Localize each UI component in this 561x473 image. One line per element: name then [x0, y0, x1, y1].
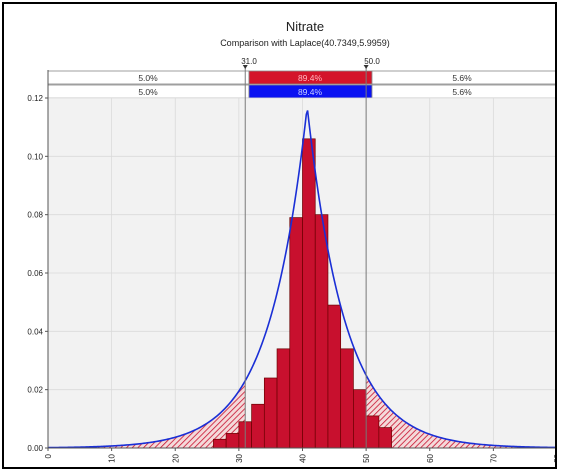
- y-tick-label: 0.04: [27, 327, 43, 336]
- upper-tail-hatch: [366, 375, 555, 448]
- histogram-chart: Nitrate Comparison with Laplace(40.7349,…: [27, 19, 555, 463]
- chart-title: Nitrate: [286, 19, 324, 34]
- histogram-bar: [353, 389, 367, 449]
- histogram-bar: [251, 403, 265, 449]
- lower-marker-label: 31.0: [241, 57, 257, 66]
- upper-marker-handle: [363, 65, 369, 69]
- histogram-bar: [225, 433, 240, 449]
- fitted-curve: [47, 110, 555, 449]
- lower-tail-hatch: [48, 380, 246, 448]
- probability-band-fit: 5.0% 89.4% 5.6%: [47, 84, 555, 99]
- x-axis-ticks: 0 10 20 30 40 50 60 70 80: [44, 448, 555, 463]
- x-tick-label: 30: [235, 453, 244, 462]
- band-input-right-cell: [371, 70, 555, 85]
- y-tick-label: 0.12: [27, 94, 43, 103]
- x-tick-label: 10: [108, 453, 117, 462]
- histogram-bar: [378, 427, 392, 449]
- histogram-bar: [213, 438, 227, 449]
- histogram-bar: [314, 214, 329, 449]
- x-tick-label: 20: [171, 453, 180, 462]
- band-fit-middle-label: 89.4%: [298, 87, 323, 97]
- laplace-curve: [47, 110, 555, 449]
- x-tick-label: 60: [426, 453, 435, 462]
- band-input-left-label: 5.0%: [138, 73, 158, 83]
- y-tick-label: 0.10: [27, 152, 43, 161]
- histogram-bar: [302, 138, 316, 449]
- histogram-bar: [289, 217, 303, 449]
- y-tick-label: 0.06: [27, 269, 43, 278]
- y-tick-label: 0.02: [27, 386, 43, 395]
- upper-marker-label: 50.0: [364, 57, 380, 66]
- histogram-bar: [340, 348, 354, 449]
- x-tick-label: 0: [44, 453, 53, 458]
- probability-band-input: 5.0% 89.4% 5.6%: [47, 70, 555, 85]
- x-tick-label: 50: [362, 453, 371, 462]
- y-tick-label: 0.00: [27, 444, 43, 453]
- chart-subtitle: Comparison with Laplace(40.7349,5.9959): [220, 38, 390, 48]
- x-tick-label: 70: [489, 453, 498, 462]
- y-axis-ticks: 0.00 0.02 0.04 0.06 0.08 0.10 0.12: [27, 94, 48, 453]
- histogram-bar: [276, 348, 291, 449]
- band-input-right-label: 5.6%: [452, 73, 472, 83]
- histogram-bar: [365, 415, 380, 449]
- x-tick-label: 40: [299, 453, 308, 462]
- histogram-bars: [48, 138, 555, 449]
- histogram-bar: [327, 304, 342, 449]
- chart-frame: Nitrate Comparison with Laplace(40.7349,…: [2, 2, 557, 469]
- x-tick-label: 80: [553, 453, 555, 462]
- band-fit-right-label: 5.6%: [452, 87, 472, 97]
- y-tick-label: 0.08: [27, 211, 43, 220]
- lower-marker-handle: [242, 65, 248, 69]
- histogram-bar: [263, 377, 278, 449]
- band-input-middle-label: 89.4%: [298, 73, 323, 83]
- marker-lines: [242, 65, 369, 448]
- band-fit-left-label: 5.0%: [138, 87, 158, 97]
